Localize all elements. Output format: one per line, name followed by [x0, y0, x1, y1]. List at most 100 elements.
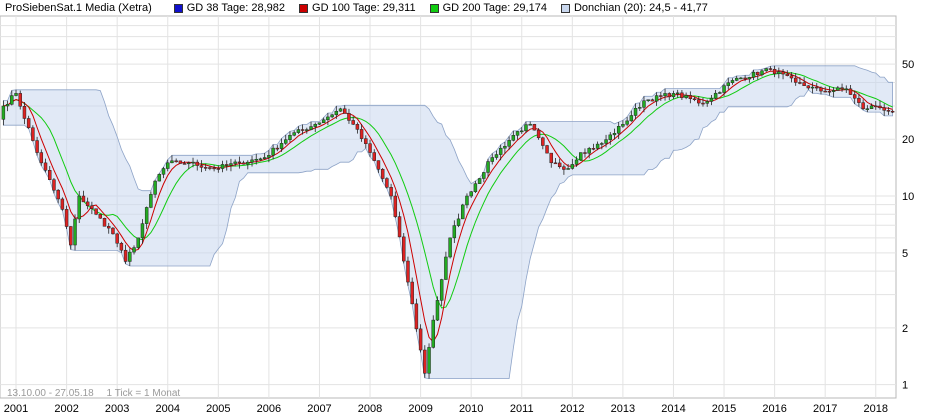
candle-body: [107, 226, 111, 229]
candle: [343, 105, 347, 114]
candle-body: [364, 138, 368, 144]
candle-body: [777, 71, 781, 74]
candle: [498, 144, 503, 161]
candle: [642, 96, 646, 113]
candle-body: [545, 145, 549, 154]
candle: [1, 100, 6, 126]
candle: [587, 146, 591, 159]
candle: [284, 134, 288, 145]
candle-body: [271, 147, 275, 156]
candle: [654, 92, 659, 106]
candle-body: [772, 68, 777, 74]
x-tick-label: 2005: [206, 403, 230, 415]
candle-body: [570, 164, 575, 169]
candle-body: [81, 195, 86, 203]
candle-body: [427, 347, 431, 374]
candle-body: [385, 178, 389, 188]
candle-body: [608, 134, 612, 140]
candle: [220, 160, 225, 173]
candle-body: [326, 116, 330, 121]
candle-body: [520, 130, 524, 133]
candle-body: [35, 140, 39, 153]
candle: [878, 100, 882, 110]
candle: [612, 128, 617, 140]
candle-body: [511, 135, 516, 141]
candle-body: [857, 97, 861, 103]
candle: [726, 77, 730, 90]
candle: [119, 241, 124, 253]
candle: [271, 144, 275, 160]
candle-body: [414, 303, 419, 330]
candle: [667, 92, 671, 101]
candle-body: [444, 256, 448, 280]
candle-body: [212, 167, 216, 170]
candle: [734, 75, 739, 82]
candle-body: [827, 90, 832, 93]
candle-body: [393, 195, 398, 217]
candle-body: [650, 99, 655, 102]
candle: [423, 345, 427, 378]
candle-body: [789, 75, 794, 79]
candle-body: [562, 166, 566, 170]
candle-body: [734, 77, 739, 81]
candle: [402, 233, 406, 264]
x-tick-label: 2006: [257, 403, 281, 415]
candle-body: [646, 99, 650, 101]
candle-body: [852, 94, 857, 99]
candle-body: [541, 137, 545, 146]
candle: [579, 152, 583, 161]
candle: [625, 116, 629, 127]
candle: [456, 213, 461, 228]
candle-body: [355, 124, 360, 130]
candle: [507, 136, 511, 150]
x-tick-label: 2015: [712, 403, 736, 415]
candle-body: [195, 161, 199, 166]
candle: [39, 149, 44, 166]
candle: [815, 83, 819, 91]
candle: [435, 296, 440, 321]
candle: [123, 244, 128, 264]
candle: [372, 149, 376, 162]
x-tick-label: 2004: [155, 403, 179, 415]
candle-body: [709, 97, 714, 102]
candle: [376, 160, 381, 173]
candle-body: [178, 160, 183, 164]
candle: [562, 164, 566, 175]
candle-body: [203, 167, 208, 169]
x-tick-label: 2012: [560, 403, 584, 415]
candle-body: [26, 118, 31, 129]
candle-body: [191, 161, 195, 164]
candle: [793, 73, 798, 86]
candle-body: [713, 92, 718, 99]
candle: [865, 105, 870, 113]
candle-body: [743, 77, 747, 80]
ma-200-line: [3, 72, 893, 309]
candle: [48, 166, 52, 180]
candle: [26, 115, 31, 129]
candle: [886, 107, 891, 115]
candle: [410, 277, 414, 305]
candle: [465, 193, 469, 209]
candle-body: [22, 106, 27, 119]
candle: [772, 65, 777, 78]
candle-body: [456, 218, 461, 226]
candle: [267, 150, 271, 163]
candle: [98, 213, 103, 219]
candle-body: [528, 124, 532, 126]
candle: [216, 165, 221, 173]
candle-body: [258, 158, 263, 161]
candle-body: [250, 159, 254, 163]
candle: [730, 78, 735, 85]
candle: [326, 113, 330, 126]
candle-body: [802, 82, 806, 86]
candle: [751, 69, 756, 81]
candle: [688, 91, 693, 104]
candle-body: [490, 157, 494, 162]
candle-body: [229, 163, 233, 166]
candle: [309, 121, 313, 131]
candle-body: [435, 300, 440, 321]
candle: [705, 99, 709, 107]
candle: [31, 125, 35, 142]
candle: [768, 66, 773, 71]
candle: [144, 206, 149, 230]
